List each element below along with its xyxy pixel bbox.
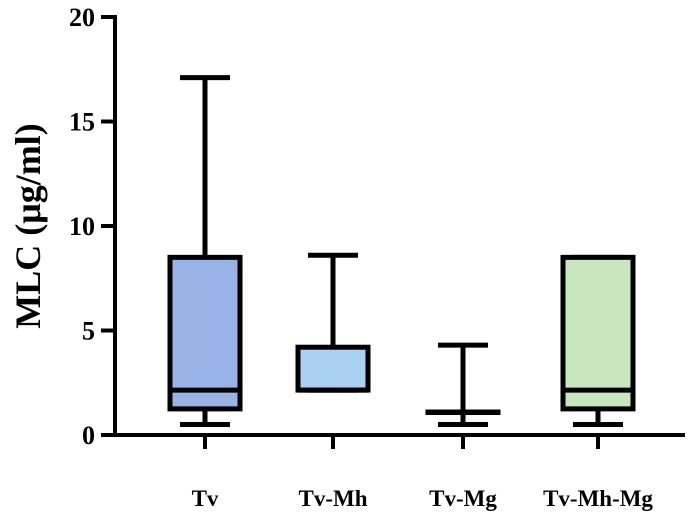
y-tick-label: 20: [69, 3, 95, 32]
y-tick-label: 10: [69, 212, 95, 241]
box: [295, 344, 371, 393]
x-tick-label: Tv: [192, 486, 219, 511]
x-tick-label: Tv-Mh: [299, 486, 368, 511]
box-group-tv-mh: [295, 252, 371, 393]
y-tick-label: 5: [82, 317, 95, 346]
box: [167, 254, 243, 412]
y-tick-label: 15: [69, 108, 95, 137]
box: [560, 254, 636, 412]
y-axis-title: MLC (μg/ml): [8, 123, 48, 328]
y-tick-label: 0: [82, 421, 95, 450]
x-tick-label: Tv-Mh-Mg: [543, 486, 653, 511]
x-ticks: Tv Tv-Mh Tv-Mg Tv-Mh-Mg: [192, 435, 653, 511]
box-group-tv-mg: [425, 342, 501, 428]
x-tick-label: Tv-Mg: [429, 486, 497, 511]
box-group-tv: [167, 75, 243, 428]
y-ticks: 0 5 10 15 20: [69, 3, 115, 450]
box-group-tv-mh-mg: [560, 254, 636, 428]
boxes: [167, 75, 636, 428]
